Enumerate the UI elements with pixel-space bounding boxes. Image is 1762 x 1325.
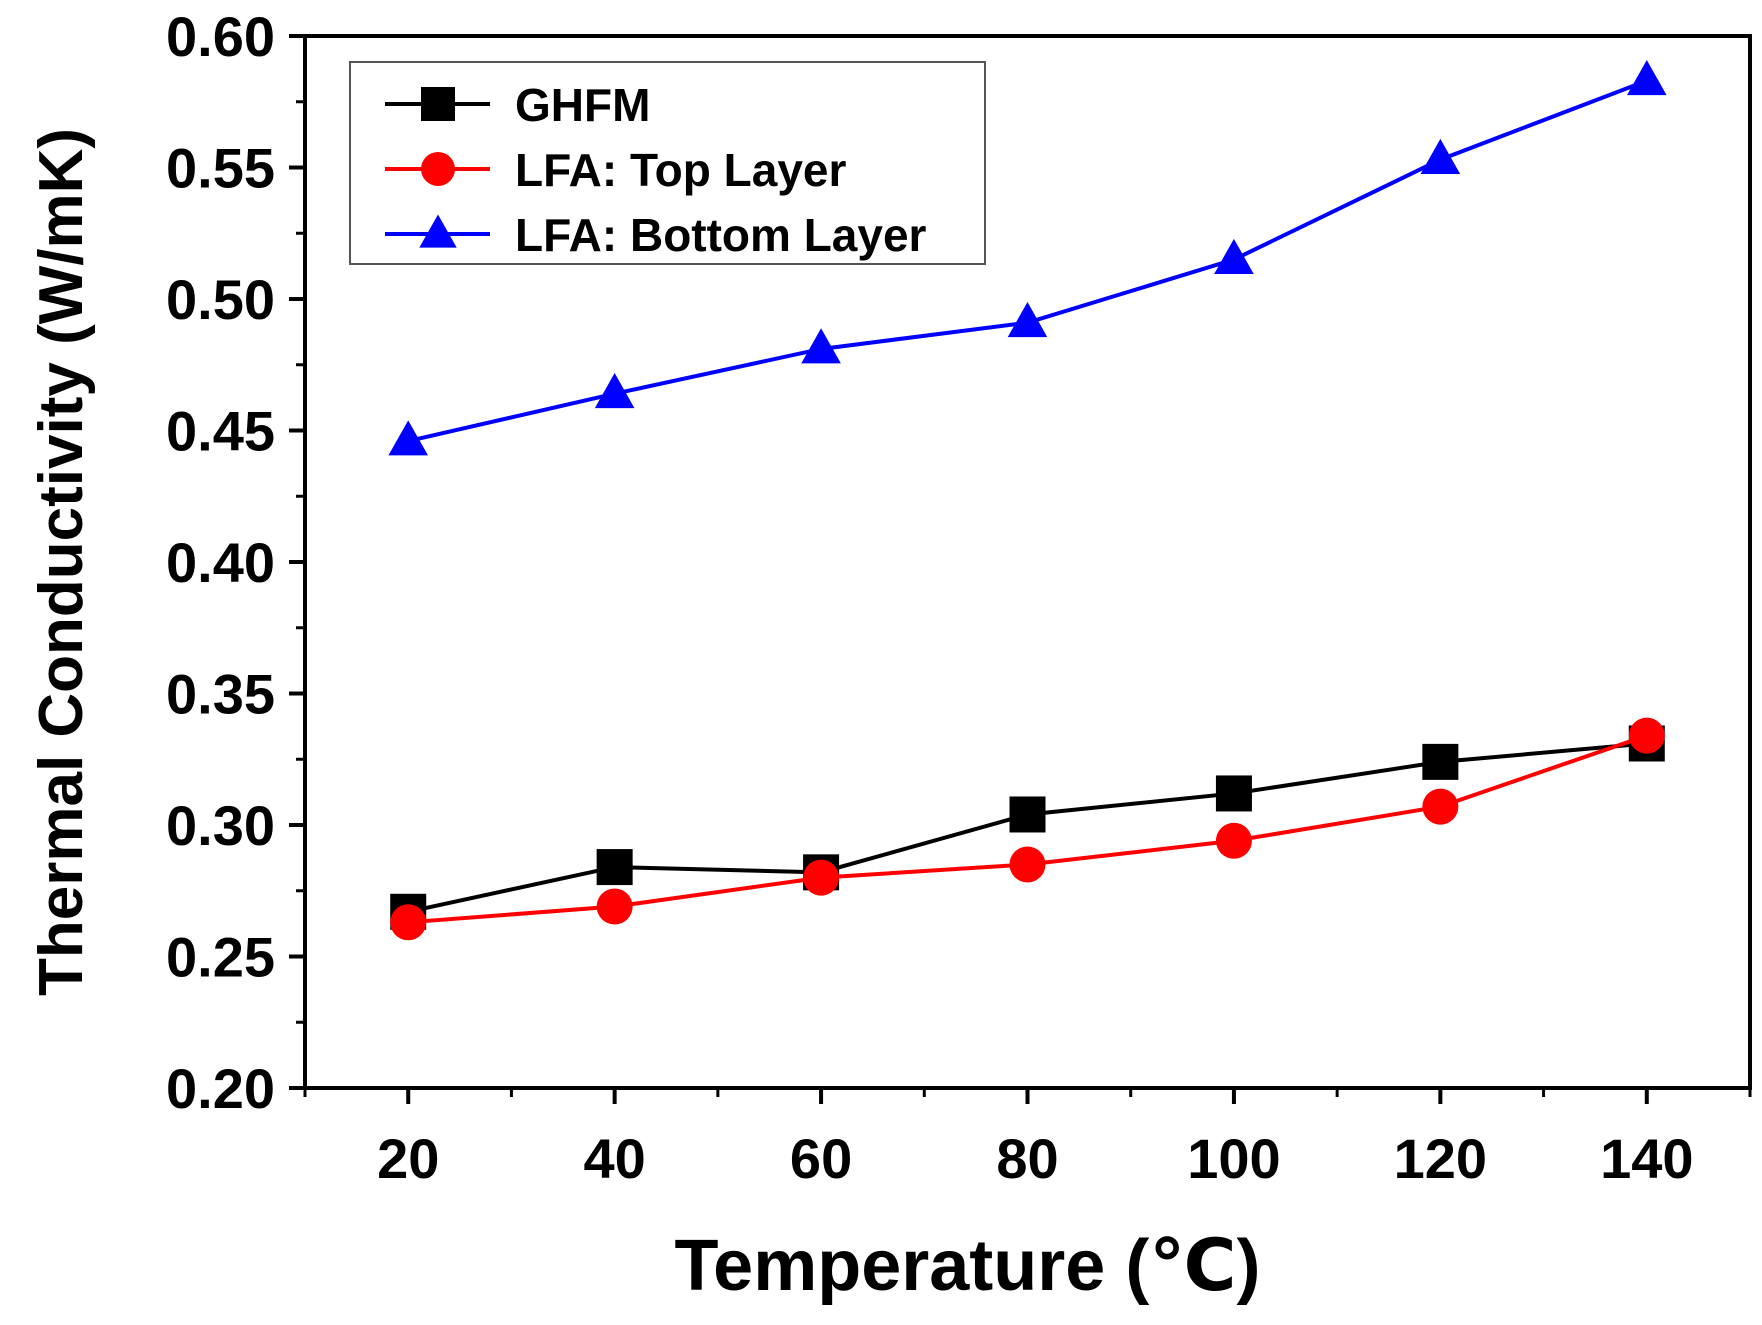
plot-frame (303, 34, 1752, 1090)
y-tick-label: 0.40 (166, 531, 275, 594)
data-point (1007, 301, 1048, 338)
data-point (1215, 822, 1252, 859)
y-tick-label: 0.55 (166, 137, 275, 200)
legend-item: LFA: Top Layer (385, 144, 846, 196)
y-tick-label: 0.20 (166, 1057, 275, 1120)
data-point (801, 328, 841, 364)
x-tick-label: 120 (1394, 1127, 1487, 1190)
x-axis-label: Temperature (℃) (675, 1226, 1261, 1306)
legend-label: LFA: Bottom Layer (515, 209, 927, 261)
data-point (1422, 788, 1459, 825)
y-tick-label: 0.45 (166, 400, 275, 463)
legend-label: GHFM (515, 79, 650, 131)
data-point (1009, 796, 1046, 833)
tick-labels: 20 40 60 80 100 120 140 0.20 0.25 0.30 0.35 0.40 0.4… (166, 5, 1694, 1190)
data-point (596, 888, 633, 925)
series-1 (390, 717, 1665, 941)
data-point (1628, 717, 1665, 754)
data-point (390, 904, 427, 941)
y-tick-label: 0.30 (166, 794, 275, 857)
y-tick-label: 0.60 (166, 5, 275, 68)
data-point (1626, 60, 1667, 96)
y-tick-label: 0.25 (166, 926, 275, 989)
legend-item: GHFM (385, 79, 650, 131)
data-point (594, 372, 635, 409)
legend-marker (419, 214, 457, 248)
data-point (803, 859, 840, 896)
series-2 (388, 60, 1667, 456)
data-point (388, 420, 429, 456)
x-tick-label: 100 (1187, 1127, 1280, 1190)
legend-box (349, 61, 986, 265)
y-tick-label: 0.35 (166, 663, 275, 726)
legend: GHFM LFA: Top Layer LFA: Bottom Layer (349, 61, 986, 265)
x-tick-label: 80 (996, 1127, 1058, 1190)
data-point (1215, 775, 1252, 812)
data-point (1214, 238, 1254, 274)
x-tick-label: 20 (377, 1127, 439, 1190)
data-point (1422, 743, 1459, 780)
y-axis-label: Thermal Conductivity (W/mK) (27, 128, 96, 996)
legend-marker (421, 152, 455, 186)
data-point (1009, 846, 1046, 883)
series-layer (388, 60, 1667, 941)
data-point (1420, 138, 1461, 175)
x-tick-label: 140 (1600, 1127, 1693, 1190)
legend-item: LFA: Bottom Layer (385, 209, 927, 261)
x-tick-label: 40 (583, 1127, 645, 1190)
data-point (596, 849, 633, 886)
y-tick-label: 0.50 (166, 268, 275, 331)
legend-marker (421, 87, 455, 121)
x-tick-label: 60 (790, 1127, 852, 1190)
legend-label: LFA: Top Layer (515, 144, 846, 196)
